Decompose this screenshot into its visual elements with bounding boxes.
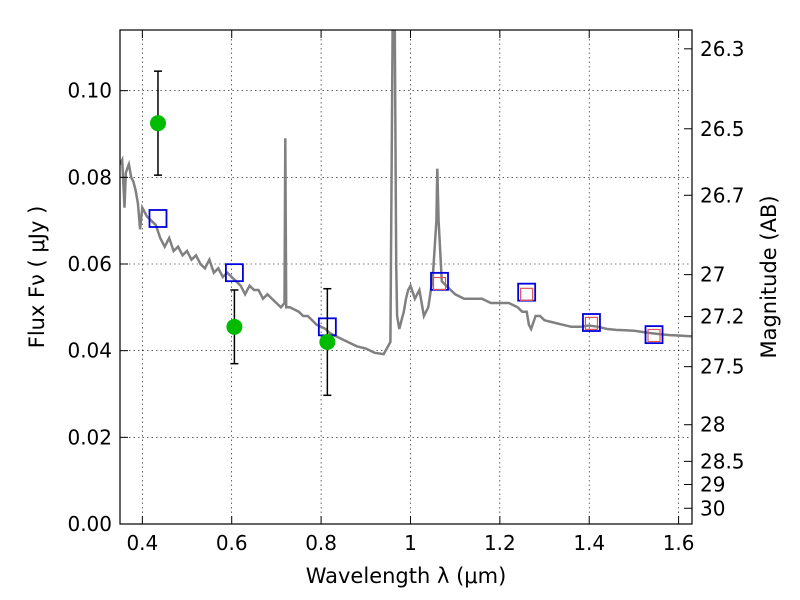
mag-tick-label: 27.5: [700, 355, 745, 379]
x-tick-label: 1.6: [663, 531, 695, 555]
observed-point: [319, 334, 336, 350]
mag-tick-label: 26.5: [700, 117, 745, 141]
y-tick-label: 0.04: [67, 339, 112, 363]
mag-tick-label: 27.2: [700, 305, 745, 329]
y-tick-label: 0.10: [67, 79, 112, 103]
model-photometry-inner-square: [647, 328, 661, 343]
mag-tick-label: 29: [700, 472, 725, 496]
plot-frame: [119, 29, 693, 525]
x-tick-label: 0.4: [126, 531, 158, 555]
y-tick-label: 0.06: [67, 252, 112, 276]
sed-model-line: [120, 30, 692, 356]
x-tick-label: 1.4: [573, 531, 605, 555]
model-photometry-inner-square: [432, 276, 447, 291]
model-photometry-square: [582, 313, 601, 332]
observed-point: [226, 318, 243, 335]
mag-tick-label: 26.7: [700, 183, 745, 207]
grid-lines: [120, 30, 692, 525]
series-layer: [120, 30, 692, 397]
model-photometry-square: [224, 263, 244, 283]
y-axis-label: Flux Fν ( μJy ): [25, 206, 49, 349]
model-photometry-inner-square: [520, 287, 534, 301]
mag-tick-label: 28: [700, 413, 725, 437]
x-tick-label: 1: [404, 531, 417, 555]
x-tick-label: 0.6: [216, 531, 248, 555]
observed-point: [149, 115, 166, 132]
model-photometry-inner-square: [584, 316, 599, 330]
mag-tick-label: 28.5: [700, 449, 745, 473]
x-tick-label: 1.2: [484, 531, 516, 555]
y-tick-label: 0.02: [67, 425, 112, 449]
model-photometry-square: [644, 325, 664, 345]
mag-tick-label: 26.3: [700, 37, 745, 61]
mag-tick-label: 30: [700, 496, 725, 520]
tick-layer: 0.4 0.6 0.8 1 1.2 1.4 1.6 0.00 0.02 0.04 0.06 0.08 0…: [67, 30, 745, 555]
y-tick-label: 0.00: [67, 512, 112, 536]
y2-axis-label: Magnitude (AB): [757, 195, 781, 358]
x-tick-label: 0.8: [305, 531, 337, 555]
x-axis-label: Wavelength λ (μm): [306, 564, 507, 588]
model-photometry-square: [148, 209, 168, 228]
mag-tick-label: 27: [700, 263, 725, 287]
y-tick-label: 0.08: [67, 165, 112, 189]
